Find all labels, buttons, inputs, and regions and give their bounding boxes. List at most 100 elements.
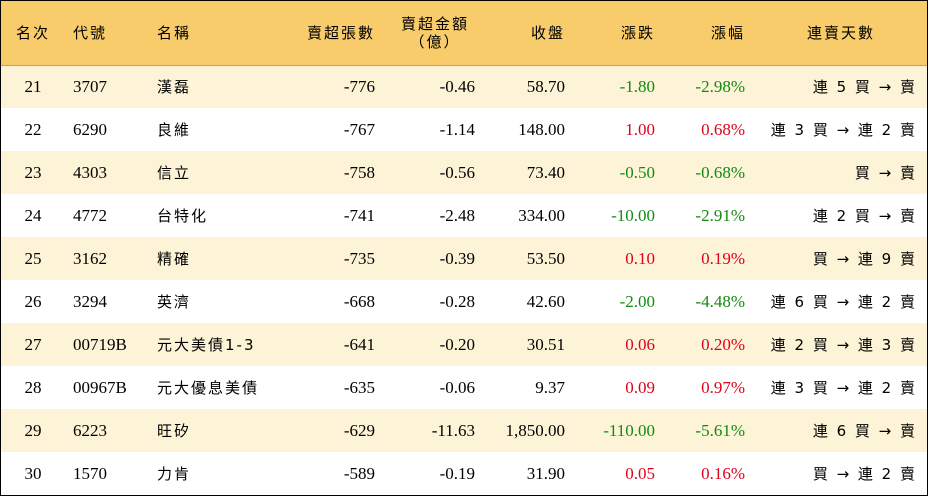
cell-streak: 連 3 買 → 連 2 賣 <box>770 379 917 397</box>
cell-net-sell-amount: -0.46 <box>439 76 475 96</box>
cell-change-pct: -4.48% <box>695 291 745 311</box>
cell-change: 0.05 <box>625 463 655 483</box>
table-row: 22 6290 良維 -767 -1.14 148.00 1.00 0.68% 連 3 買 → … <box>1 108 927 151</box>
header-net-sell-amount: 賣超金額 （億） <box>385 1 485 65</box>
header-change: 漲跌 <box>620 23 655 42</box>
cell-change-pct: -0.68% <box>695 162 745 182</box>
cell-close: 31.90 <box>526 463 565 483</box>
cell-rank: 24 <box>24 205 42 225</box>
cell-name: 力肯 <box>157 465 192 483</box>
cell-change: 0.06 <box>625 334 655 354</box>
header-net-sell-lots: 賣超張數 <box>306 23 375 42</box>
cell-net-sell-lots: -641 <box>343 334 375 354</box>
cell-code: 3294 <box>73 291 107 311</box>
cell-rank: 21 <box>24 76 42 96</box>
cell-change-pct: 0.19% <box>701 248 745 268</box>
cell-streak: 連 6 買 → 連 2 賣 <box>770 293 917 311</box>
cell-rank: 22 <box>24 119 42 139</box>
cell-net-sell-amount: -0.20 <box>439 334 475 354</box>
cell-net-sell-amount: -0.39 <box>439 248 475 268</box>
cell-change: -0.50 <box>619 162 655 182</box>
cell-close: 1,850.00 <box>505 420 566 440</box>
cell-code: 3707 <box>73 76 107 96</box>
cell-close: 42.60 <box>526 291 565 311</box>
cell-code: 00967B <box>73 377 127 397</box>
cell-rank: 28 <box>24 377 42 397</box>
cell-rank: 23 <box>24 162 42 182</box>
cell-rank: 27 <box>24 334 42 354</box>
table-row: 30 1570 力肯 -589 -0.19 31.90 0.05 0.16% 買 → 連 2 賣 <box>1 452 927 495</box>
header-change-pct: 漲幅 <box>710 23 745 42</box>
cell-change-pct: 0.20% <box>701 334 745 354</box>
cell-name: 信立 <box>157 164 192 182</box>
cell-streak: 買 → 賣 <box>854 164 917 182</box>
cell-net-sell-amount: -1.14 <box>439 119 475 139</box>
cell-change-pct: -2.91% <box>695 205 745 225</box>
header-rank: 名次 <box>15 23 50 42</box>
cell-name: 英濟 <box>157 293 192 311</box>
cell-close: 30.51 <box>526 334 565 354</box>
header-net-sell-amount-line2: （億） <box>409 32 461 51</box>
table-row: 21 3707 漢磊 -776 -0.46 58.70 -1.80 -2.98% 連 5 買 →… <box>1 65 927 108</box>
cell-net-sell-lots: -735 <box>343 248 375 268</box>
header-code: 代號 <box>73 23 108 42</box>
cell-change: -10.00 <box>611 205 655 225</box>
cell-net-sell-amount: -0.28 <box>439 291 475 311</box>
cell-net-sell-lots: -767 <box>343 119 375 139</box>
cell-change: -110.00 <box>603 420 655 440</box>
cell-name: 漢磊 <box>157 78 192 97</box>
table-row: 25 3162 精確 -735 -0.39 53.50 0.10 0.19% 買 → 連 9 賣 <box>1 237 927 280</box>
cell-change: -2.00 <box>619 291 655 311</box>
cell-net-sell-lots: -776 <box>343 76 375 96</box>
cell-net-sell-lots: -668 <box>343 291 375 311</box>
cell-close: 334.00 <box>518 205 565 225</box>
cell-streak: 連 2 買 → 連 3 賣 <box>770 336 917 354</box>
table-row: 27 00719B 元大美債1-3 -641 -0.20 30.51 0.06 0.20% 連 … <box>1 323 927 366</box>
cell-code: 1570 <box>73 463 107 483</box>
cell-name: 旺矽 <box>157 422 192 440</box>
cell-name: 台特化 <box>157 207 209 225</box>
cell-rank: 30 <box>24 463 42 483</box>
cell-code: 00719B <box>73 334 127 354</box>
table-row: 23 4303 信立 -758 -0.56 73.40 -0.50 -0.68% 買 → 賣 <box>1 151 927 194</box>
cell-change-pct: -5.61% <box>695 420 745 440</box>
cell-net-sell-amount: -2.48 <box>439 205 475 225</box>
cell-net-sell-lots: -758 <box>343 162 375 182</box>
cell-change: 0.10 <box>625 248 655 268</box>
header-net-sell-amount-line1: 賣超金額 <box>400 14 469 33</box>
cell-close: 73.40 <box>526 162 565 182</box>
table-header: 名次 代號 名稱 賣超張數 賣超金額 （億） 收盤 漲跌 漲幅 連賣天數 <box>1 1 927 65</box>
cell-code: 4772 <box>73 205 107 225</box>
cell-code: 3162 <box>73 248 107 268</box>
table-row: 24 4772 台特化 -741 -2.48 334.00 -10.00 -2.91% 連 2 … <box>1 194 927 237</box>
cell-close: 53.50 <box>526 248 565 268</box>
cell-change-pct: 0.68% <box>701 119 745 139</box>
table-body: 21 3707 漢磊 -776 -0.46 58.70 -1.80 -2.98% 連 5 買 →… <box>1 65 927 495</box>
cell-net-sell-lots: -635 <box>343 377 375 397</box>
cell-code: 6223 <box>73 420 107 440</box>
header-name: 名稱 <box>157 23 192 42</box>
cell-change: 1.00 <box>625 119 655 139</box>
cell-streak: 連 3 買 → 連 2 賣 <box>770 121 917 139</box>
table-row: 26 3294 英濟 -668 -0.28 42.60 -2.00 -4.48% 連 6 買 →… <box>1 280 927 323</box>
cell-net-sell-lots: -741 <box>343 205 375 225</box>
cell-name: 元大美債1-3 <box>157 336 256 354</box>
cell-change-pct: 0.16% <box>701 463 745 483</box>
header-close: 收盤 <box>530 23 565 42</box>
table-row: 29 6223 旺矽 -629 -11.63 1,850.00 -110.00 -5.61% 連… <box>1 409 927 452</box>
cell-change: 0.09 <box>625 377 655 397</box>
cell-code: 6290 <box>73 119 107 139</box>
cell-name: 元大優息美債 <box>157 379 260 397</box>
cell-close: 9.37 <box>535 377 565 397</box>
cell-streak: 連 5 買 → 賣 <box>812 78 917 97</box>
cell-net-sell-amount: -0.19 <box>439 463 475 483</box>
cell-streak: 連 2 買 → 賣 <box>812 207 917 225</box>
cell-close: 58.70 <box>526 76 565 96</box>
cell-name: 良維 <box>157 121 192 139</box>
table-row: 28 00967B 元大優息美債 -635 -0.06 9.37 0.09 0.97% 連 3 … <box>1 366 927 409</box>
cell-rank: 25 <box>24 248 42 268</box>
cell-net-sell-lots: -589 <box>343 463 375 483</box>
cell-net-sell-amount: -0.56 <box>439 162 475 182</box>
cell-rank: 26 <box>24 291 42 311</box>
